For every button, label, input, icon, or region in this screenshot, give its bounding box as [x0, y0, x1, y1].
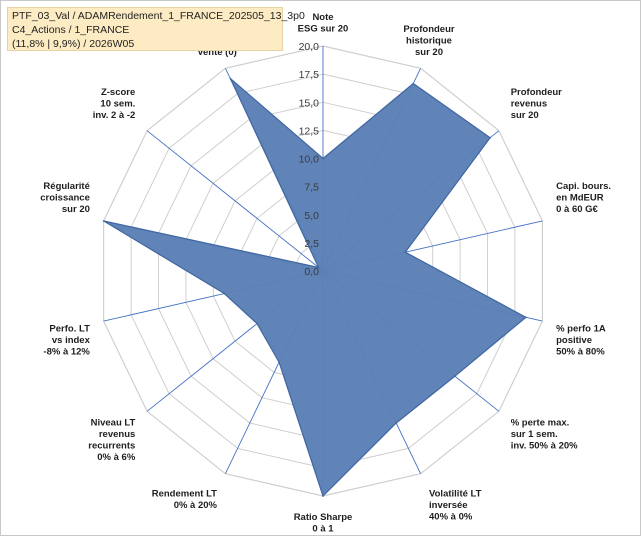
data-point	[454, 375, 456, 378]
data-point	[404, 251, 407, 253]
category-label: Capi. bours. en MdEUR 0 à 60 G€	[556, 181, 611, 215]
category-label-line: Note	[312, 12, 333, 23]
data-point	[412, 82, 415, 85]
category-label: Ratio Sharpe 0 à 1	[294, 512, 353, 535]
data-point	[322, 495, 324, 497]
category-label-line: 40% à 0%	[429, 512, 473, 523]
category-label-line: ESG sur 20	[298, 24, 349, 35]
category-label-line: sur 1 sem.	[511, 429, 558, 440]
tick-label: 10,0	[299, 154, 320, 166]
category-label-line: Capi. bours.	[556, 181, 611, 192]
series-area	[103, 77, 527, 498]
category-label-line: Niveau LT	[91, 418, 136, 429]
series	[102, 77, 527, 498]
tick-label: 7,5	[304, 182, 319, 194]
tick-label: 0,0	[304, 266, 319, 278]
category-label-line: sur 20	[415, 47, 443, 58]
data-point	[489, 136, 491, 139]
category-label: % perfo 1A positive 50% à 80%	[556, 323, 606, 357]
category-label-line: 50% à 80%	[556, 346, 605, 357]
data-point	[229, 77, 232, 80]
tick-labels: 0,0 2,5 5,0 7,5 10,0 12,5 15,0 17,5 20,0	[299, 41, 320, 278]
category-label: Profondeur revenus sur 20	[511, 87, 562, 121]
tick-label: 12,5	[299, 125, 320, 137]
data-point	[322, 157, 324, 160]
data-point	[223, 292, 226, 295]
category-label-line: Volatilité LT	[429, 489, 482, 500]
category-label: Régularité croissance sur 20	[40, 181, 90, 215]
category-label: Profondeur historique sur 20	[403, 24, 454, 58]
category-label-line: Régularité	[43, 181, 89, 192]
data-point	[525, 316, 527, 319]
category-label: Niveau LT revenus recurrents 0% à 6%	[88, 418, 136, 464]
category-label-line: Z-score	[101, 87, 135, 98]
category-label-line: Vente (0)	[197, 47, 237, 58]
category-label-line: 10 sem.	[100, 99, 135, 110]
portfolio-info-box: PTF_03_Val / ADAMRendement_1_FRANCE_2025…	[7, 7, 305, 51]
tick-label: 15,0	[299, 97, 320, 109]
tick-label: 20,0	[299, 41, 320, 53]
info-line-2: C4_Actions / 1_FRANCE	[12, 24, 130, 36]
data-point	[317, 266, 320, 269]
category-label: Volatilité LT inversée 40% à 0%	[429, 489, 482, 523]
category-label-line: croissance	[40, 193, 90, 204]
category-label-line: 0% à 20%	[174, 500, 218, 511]
tick-label: 2,5	[304, 238, 319, 250]
category-label-line: Rendement LT	[152, 489, 217, 500]
category-label-line: inv. 50% à 20%	[511, 441, 578, 452]
category-label-line: 0 à 1	[312, 524, 334, 535]
category-label: Note ESG sur 20	[298, 12, 349, 35]
info-line-3: (11,8% | 9,9%) / 2026W05	[12, 38, 135, 50]
category-label-line: % perte max.	[511, 418, 570, 429]
category-label: Rendement LT 0% à 20%	[152, 489, 218, 512]
category-label-line: inv. 2 à -2	[93, 110, 136, 121]
category-label-line: sur 20	[62, 204, 90, 215]
category-label-line: positive	[556, 335, 592, 346]
category-label-line: en MdEUR	[556, 193, 604, 204]
category-label-line: revenus	[511, 99, 547, 110]
info-line-1: PTF_03_Val / ADAMRendement_1_FRANCE_2025…	[12, 10, 305, 22]
tick-label: 5,0	[304, 210, 319, 222]
category-label: % perte max. sur 1 sem. inv. 50% à 20%	[511, 418, 578, 452]
category-label-line: % perfo 1A	[556, 323, 606, 334]
category-label-line: recurrents	[88, 441, 135, 452]
category-label: Perfo. LT vs index -8% à 12%	[43, 323, 90, 357]
category-label: Z-score 10 sem. inv. 2 à -2	[93, 87, 136, 121]
category-label-line: -8% à 12%	[43, 346, 90, 357]
category-label-line: Ratio Sharpe	[294, 512, 353, 523]
category-label-line: sur 20	[511, 110, 539, 121]
category-label-line: Profondeur	[511, 87, 562, 98]
category-label-line: revenus	[99, 429, 135, 440]
axis-spoke	[146, 130, 324, 272]
data-point	[278, 361, 280, 364]
category-label-line: Perfo. LT	[49, 323, 90, 334]
category-label-line: Profondeur	[403, 24, 454, 35]
data-point	[256, 322, 258, 325]
data-point	[102, 220, 105, 222]
category-label-line: inversée	[429, 500, 468, 511]
category-label-line: 0% à 6%	[97, 452, 136, 463]
tick-label: 17,5	[299, 69, 320, 81]
category-label-line: historique	[406, 35, 452, 46]
data-point	[395, 422, 398, 424]
category-label-line: vs index	[52, 335, 91, 346]
category-label-line: 0 à 60 G€	[556, 204, 598, 215]
